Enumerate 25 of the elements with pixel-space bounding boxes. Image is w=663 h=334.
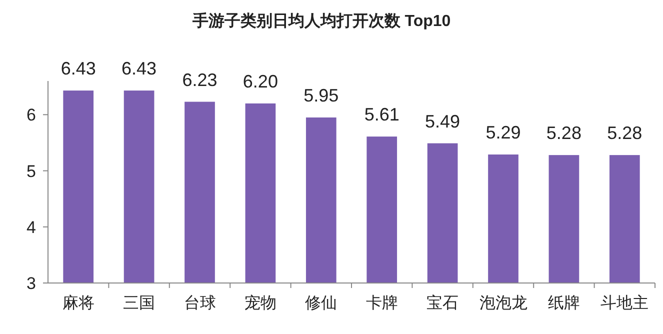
x-tick-label: 纸牌 [548, 294, 580, 312]
x-tick-label: 泡泡龙 [479, 294, 528, 312]
data-label: 6.43 [60, 58, 96, 79]
y-tick-label: 5 [26, 162, 36, 181]
x-tick-label: 斗地主 [600, 294, 649, 312]
x-tick-label: 卡牌 [366, 294, 398, 312]
data-label: 6.23 [182, 70, 218, 90]
x-tick-label: 修仙 [305, 295, 338, 312]
data-label: 5.28 [607, 123, 642, 144]
y-tick-label: 3 [26, 274, 36, 293]
data-label: 5.28 [546, 123, 582, 144]
data-label: 5.61 [364, 104, 400, 125]
data-label: 6.43 [122, 58, 157, 79]
data-label: 6.20 [242, 71, 278, 92]
data-label: 5.49 [425, 111, 460, 132]
x-tick-label: 三国 [123, 295, 156, 312]
x-tick-label: 麻将 [62, 294, 94, 312]
data-label: 5.29 [486, 122, 521, 143]
x-tick-label: 台球 [184, 294, 216, 312]
data-label: 5.95 [304, 85, 339, 106]
chart-title: 手游子类别日均人均打开次数 Top10 [191, 12, 451, 30]
x-tick-label: 宝石 [426, 294, 459, 312]
y-tick-label: 6 [26, 106, 36, 125]
x-tick-label: 宠物 [244, 294, 276, 312]
y-tick-label: 4 [26, 218, 36, 237]
